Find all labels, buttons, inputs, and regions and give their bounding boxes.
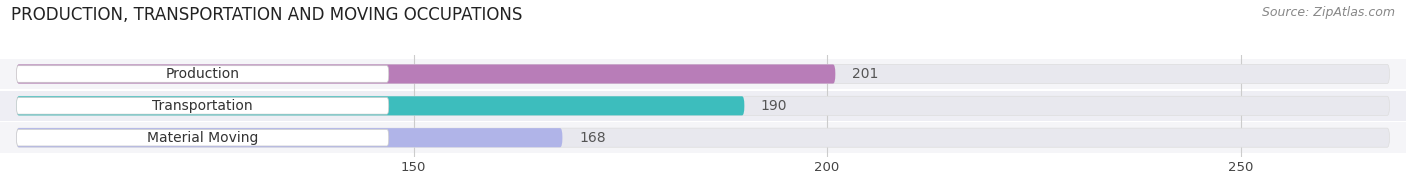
Text: 201: 201 xyxy=(852,67,879,81)
FancyBboxPatch shape xyxy=(0,122,1406,153)
FancyBboxPatch shape xyxy=(17,98,388,114)
FancyBboxPatch shape xyxy=(17,129,388,146)
FancyBboxPatch shape xyxy=(17,128,562,147)
Text: Source: ZipAtlas.com: Source: ZipAtlas.com xyxy=(1261,6,1395,19)
Text: 168: 168 xyxy=(579,131,606,145)
FancyBboxPatch shape xyxy=(0,59,1406,89)
FancyBboxPatch shape xyxy=(17,64,835,83)
Text: PRODUCTION, TRANSPORTATION AND MOVING OCCUPATIONS: PRODUCTION, TRANSPORTATION AND MOVING OC… xyxy=(11,6,523,24)
FancyBboxPatch shape xyxy=(17,66,388,82)
Text: Transportation: Transportation xyxy=(152,99,253,113)
Text: Production: Production xyxy=(166,67,239,81)
FancyBboxPatch shape xyxy=(17,96,1389,115)
FancyBboxPatch shape xyxy=(0,91,1406,121)
Text: Material Moving: Material Moving xyxy=(148,131,259,145)
Text: 190: 190 xyxy=(761,99,787,113)
FancyBboxPatch shape xyxy=(17,96,744,115)
FancyBboxPatch shape xyxy=(17,64,1389,83)
FancyBboxPatch shape xyxy=(17,128,1389,147)
